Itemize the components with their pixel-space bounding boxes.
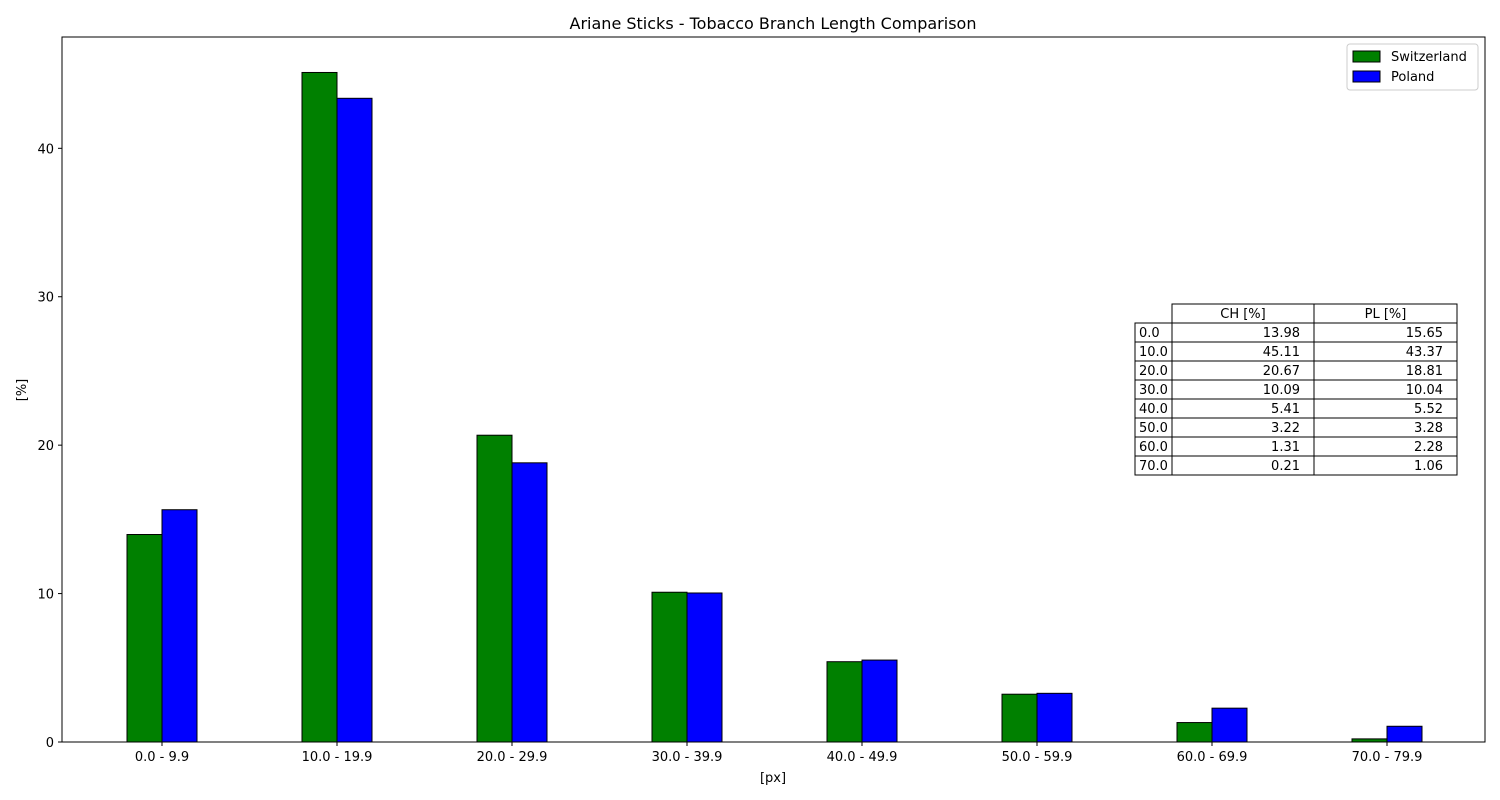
table-row-label-3: 30.0 xyxy=(1139,383,1168,398)
table-value-5-0: 3.22 xyxy=(1271,421,1300,436)
table-row-label-6: 60.0 xyxy=(1139,440,1168,455)
table-value-4-0: 5.41 xyxy=(1271,402,1300,417)
x-tick-label-5: 50.0 - 59.9 xyxy=(1002,750,1073,765)
x-tick-label-0: 0.0 - 9.9 xyxy=(135,750,189,765)
y-axis-label: [%] xyxy=(15,379,30,402)
table-value-3-1: 10.04 xyxy=(1406,383,1443,398)
axes-layer: 0.0 - 9.9 10.0 - 19.9 20.0 - 29.9 30.0 - 39… xyxy=(37,142,1422,765)
bar-poland-4 xyxy=(861,659,898,743)
table-cell-7-1 xyxy=(1313,455,1458,476)
table-row-label-2: 20.0 xyxy=(1139,364,1168,379)
data-table: CH [%] PL [%] 0.0 13.98 15.65 10.0 45.11 43.37 2… xyxy=(1134,303,1458,476)
table-row-label-0: 0.0 xyxy=(1139,326,1160,341)
legend-swatch-0 xyxy=(1352,50,1381,63)
plot-frame xyxy=(61,36,1486,743)
legend-label-0: Switzerland xyxy=(1391,50,1467,65)
legend-label-1: Poland xyxy=(1391,70,1434,85)
table-value-3-0: 10.09 xyxy=(1263,383,1300,398)
table-value-1-0: 45.11 xyxy=(1263,345,1300,360)
bar-switzerland-6 xyxy=(1176,722,1213,743)
bar-poland-6 xyxy=(1211,707,1248,743)
y-tick-label-3: 30 xyxy=(37,291,54,306)
y-tick-label-2: 20 xyxy=(37,439,54,454)
table-value-0-0: 13.98 xyxy=(1263,326,1300,341)
legend: Switzerland Poland xyxy=(1346,43,1479,91)
table-value-4-1: 5.52 xyxy=(1414,402,1443,417)
table-header-text-1: PL [%] xyxy=(1365,307,1407,322)
bar-switzerland-3 xyxy=(651,591,688,743)
table-value-2-0: 20.67 xyxy=(1263,364,1300,379)
table-value-6-0: 1.31 xyxy=(1271,440,1300,455)
bar-poland-7 xyxy=(1386,725,1423,743)
bar-switzerland-4 xyxy=(826,661,863,743)
table-row-label-4: 40.0 xyxy=(1139,402,1168,417)
x-tick-label-7: 70.0 - 79.9 xyxy=(1352,750,1423,765)
chart-title: Ariane Sticks - Tobacco Branch Length Co… xyxy=(570,14,977,33)
table-value-0-1: 15.65 xyxy=(1406,326,1443,341)
table-header-text-0: CH [%] xyxy=(1220,307,1265,322)
table-value-5-1: 3.28 xyxy=(1414,421,1443,436)
bar-poland-1 xyxy=(336,97,373,743)
bar-poland-5 xyxy=(1036,692,1073,743)
table-value-1-1: 43.37 xyxy=(1406,345,1443,360)
bars-layer xyxy=(126,71,1423,743)
x-tick-label-1: 10.0 - 19.9 xyxy=(302,750,373,765)
bar-switzerland-1 xyxy=(301,71,338,743)
bar-switzerland-5 xyxy=(1001,693,1038,743)
y-tick-label-1: 10 xyxy=(37,588,54,603)
x-tick-label-3: 30.0 - 39.9 xyxy=(652,750,723,765)
table-row-label-5: 50.0 xyxy=(1139,421,1168,436)
table-row-label-1: 10.0 xyxy=(1139,345,1168,360)
bar-poland-0 xyxy=(161,509,198,743)
x-tick-label-6: 60.0 - 69.9 xyxy=(1177,750,1248,765)
bar-switzerland-0 xyxy=(126,534,163,743)
x-tick-label-4: 40.0 - 49.9 xyxy=(827,750,898,765)
table-value-7-1: 1.06 xyxy=(1414,459,1443,474)
y-tick-label-4: 40 xyxy=(37,142,54,157)
x-axis-label: [px] xyxy=(760,771,786,786)
bar-poland-2 xyxy=(511,462,548,743)
legend-swatch-1 xyxy=(1352,70,1381,83)
x-tick-label-2: 20.0 - 29.9 xyxy=(477,750,548,765)
table-value-2-1: 18.81 xyxy=(1406,364,1443,379)
table-row-label-7: 70.0 xyxy=(1139,459,1168,474)
bar-switzerland-2 xyxy=(476,434,513,743)
bar-poland-3 xyxy=(686,592,723,743)
y-tick-label-0: 0 xyxy=(46,736,54,751)
table-value-6-1: 2.28 xyxy=(1414,440,1443,455)
table-value-7-0: 0.21 xyxy=(1271,459,1300,474)
